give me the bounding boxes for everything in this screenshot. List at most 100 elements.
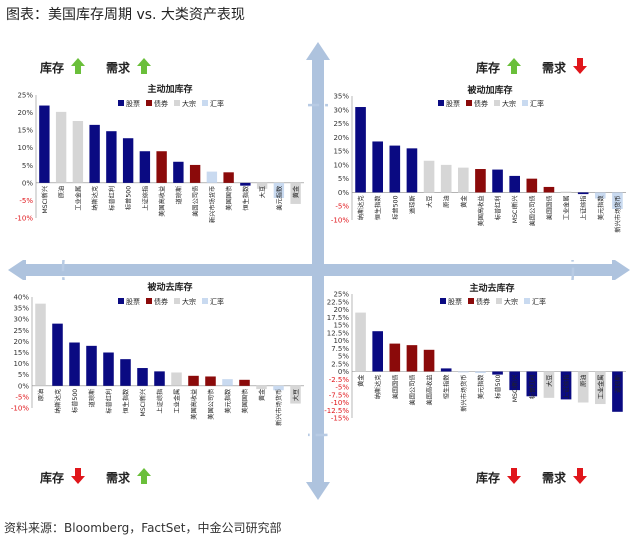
chart-4-bar [389, 343, 401, 372]
chart-4-category-label: 原油 [580, 375, 588, 387]
chart-1-category-label: 标普红利 [108, 186, 116, 211]
chart-1-bar [290, 182, 301, 204]
chart-4-legend-label: 大宗 [504, 297, 518, 306]
chart-4-ytick-label: 22.5% [327, 298, 350, 306]
chart-4-category-label: 工业金属 [597, 375, 605, 400]
chart-3-bar [52, 323, 63, 386]
chart-1-bar [273, 182, 285, 198]
up-arrow-icon [137, 468, 151, 484]
chart-2-category-label: 纳斯达克 [357, 195, 365, 220]
chart-2-bar [543, 186, 555, 193]
chart-3-bar [273, 385, 284, 391]
chart-4-bar [612, 371, 623, 412]
chart-3-category-label: MSCI新兴 [139, 389, 147, 417]
chart-4-legend-label: 股票 [448, 298, 462, 306]
chart-2-bar [423, 160, 435, 193]
chart-1-bar [156, 151, 167, 183]
chart-3-ytick-label: 25% [13, 327, 29, 335]
chart-3-category-label: 美国国债 [241, 389, 249, 414]
down-arrow-icon [573, 468, 587, 484]
chart-2-category-label: 标普红利 [494, 195, 502, 220]
chart-1-ytick-label: 15% [17, 127, 33, 135]
chart-1-category-label: 黄金 [292, 185, 300, 198]
chart-3-ytick-label: 40% [13, 294, 29, 302]
chart-4-bar [475, 371, 486, 374]
chart-2-legend-label: 大宗 [502, 99, 516, 108]
chart-2-category-label: MSCI新兴 [511, 195, 519, 223]
chart-1-category-label: 美元指数 [275, 185, 283, 211]
vertical-axis-bottom-arrowhead [306, 482, 330, 500]
chart-3-ytick-label: 15% [13, 349, 29, 357]
chart-3-category-label: 纳斯达克 [54, 389, 62, 414]
down-arrow-icon [507, 468, 521, 484]
chart-1-category-label: MSCI新兴 [41, 186, 49, 214]
chart-1-category-label: 恒生指数 [242, 185, 250, 211]
chart-2-ytick-label: 15% [333, 148, 349, 156]
chart-1-ytick-label: 10% [17, 144, 33, 152]
chart-3-ytick-label: 0% [18, 382, 29, 390]
chart-2-ytick-label: 5% [338, 175, 349, 183]
chart-2-legend-label: 股票 [446, 100, 460, 108]
chart-2-category-label: 黄金 [460, 195, 468, 208]
chart-4-ytick-label: -7.5% [329, 391, 350, 399]
chart-1-category-label: 美国国债 [225, 186, 233, 211]
chart-4-bar [355, 312, 366, 372]
chart-2-bar [612, 192, 623, 209]
chart-2-ytick-label: 20% [333, 134, 349, 142]
chart-1-bar [206, 171, 218, 183]
chart-2-legend-label: 汇率 [530, 99, 544, 108]
chart-3-bar [171, 372, 182, 386]
chart-1-bar [122, 138, 134, 183]
chart-4-ytick-label: -2.5% [329, 376, 350, 384]
chart-3-category-label: 黄金 [258, 388, 266, 401]
chart-3-bar [103, 352, 114, 386]
down-arrow-icon [573, 58, 587, 74]
chart-2-ytick-label: 25% [333, 120, 349, 128]
chart-1-ytick-label: 20% [17, 109, 33, 117]
chart-3-legend-swatch [118, 298, 124, 304]
chart-1-category-label: 原油 [58, 186, 66, 198]
chart-4-category-label: 美国公司债 [408, 375, 416, 406]
chart-3-category-label: 新兴市场货币 [275, 389, 283, 426]
chart-2-bar [595, 192, 606, 199]
chart-2-category-label: 道琼斯 [408, 195, 416, 214]
chart-4-category-label: 道琼斯 [614, 375, 622, 394]
chart-1-legend-label: 汇率 [210, 99, 224, 108]
chart-2-legend-label: 债券 [474, 99, 488, 108]
chart-1-inventory-label: 库存 [40, 60, 64, 75]
chart-2-ytick-label: 10% [333, 161, 349, 169]
chart-4-bar [595, 371, 606, 405]
chart-2-bar [526, 178, 538, 193]
chart-2-title: 被动加库存 [467, 84, 512, 96]
chart-3-legend-label: 股票 [126, 298, 140, 306]
chart-3-bar [35, 303, 46, 386]
chart-2-bar [372, 141, 383, 193]
up-arrow-icon [507, 58, 521, 74]
chart-4-ytick-label: -12.5% [324, 407, 349, 415]
chart-3-ytick-label: 30% [13, 316, 29, 324]
chart-4-legend-swatch [496, 298, 502, 304]
chart-1-legend-swatch [146, 100, 152, 106]
chart-3-category-label: 标普红利 [105, 389, 113, 414]
chart-2-bar [560, 191, 572, 193]
chart-4-ytick-label: 12.5% [327, 329, 350, 337]
chart-2-category-label: 上证综指 [580, 195, 588, 220]
chart-1-category-label: 标普500 [125, 186, 133, 210]
chart-3-bar [86, 345, 97, 386]
chart-4-legend-swatch [524, 298, 530, 304]
chart-1-category-label: 新兴市场货币 [208, 186, 216, 223]
horizontal-axis-right-arrowhead [612, 258, 630, 282]
chart-2-category-label: 工业金属 [563, 195, 571, 220]
chart-1-legend-label: 大宗 [182, 99, 196, 108]
chart-1-bar [240, 182, 251, 186]
chart-2-bar [492, 169, 503, 193]
chart-4-bar [406, 345, 418, 372]
chart-2-inventory-label: 库存 [476, 60, 500, 75]
chart-2-category-label: 美国国债 [545, 195, 553, 220]
chart-2-category-label: 美国高收益 [477, 195, 485, 226]
chart-4-legend-label: 债券 [476, 297, 490, 306]
chart-2-legend-swatch [522, 100, 528, 106]
